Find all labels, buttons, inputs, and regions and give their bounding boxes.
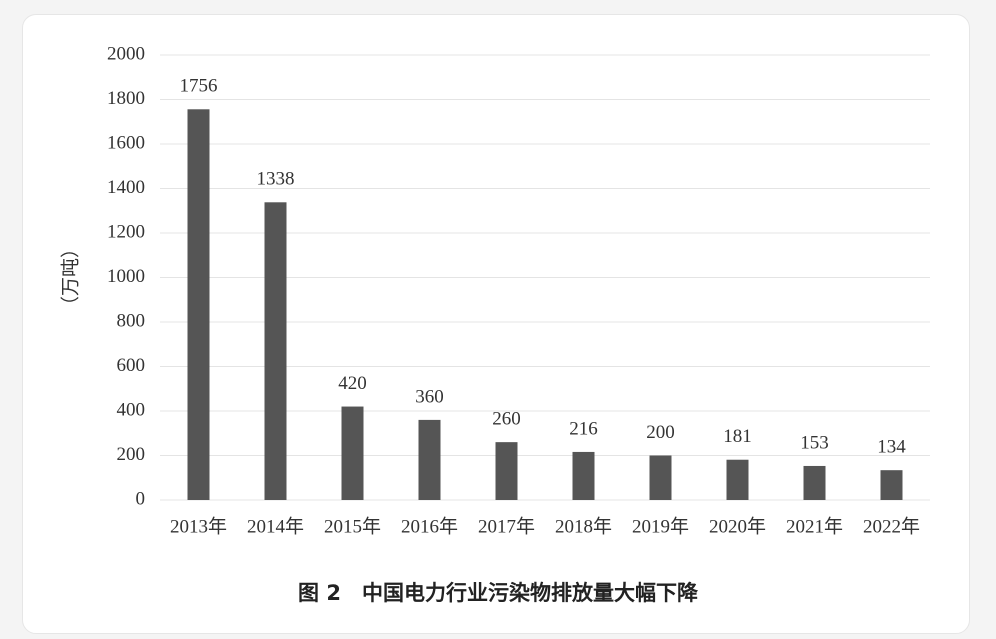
y-tick-label: 0 (136, 488, 146, 509)
x-tick-label: 2017年 (478, 515, 535, 537)
x-tick-label: 2022年 (863, 515, 920, 537)
value-label: 1756 (180, 76, 218, 97)
value-label: 181 (723, 426, 752, 447)
bar (649, 455, 672, 500)
chart-title: 图 2 中国电力行业污染物排放量大幅下降 (298, 581, 699, 605)
value-label: 134 (877, 437, 906, 458)
y-tick-label: 200 (117, 444, 146, 465)
y-tick-label: 600 (117, 355, 146, 376)
x-tick-label: 2015年 (324, 515, 381, 537)
bar (418, 419, 441, 500)
bar (572, 451, 595, 500)
x-tick-label: 2016年 (401, 515, 458, 537)
value-label: 260 (492, 409, 521, 430)
value-label: 216 (569, 418, 598, 439)
bar (726, 459, 749, 500)
value-label: 200 (646, 422, 675, 443)
x-tick-label: 2013年 (170, 515, 227, 537)
x-tick-label: 2020年 (709, 515, 766, 537)
y-tick-label: 1600 (107, 132, 145, 153)
y-tick-label: 2000 (107, 43, 145, 64)
bar (341, 406, 364, 500)
x-tick-label: 2018年 (555, 515, 612, 537)
y-tick-label: 1800 (107, 88, 145, 109)
value-label: 153 (800, 432, 829, 453)
value-label: 360 (415, 386, 444, 407)
value-label: 1338 (257, 169, 295, 190)
x-tick-label: 2021年 (786, 515, 843, 537)
bar (803, 465, 826, 500)
y-tick-label: 800 (117, 310, 146, 331)
y-axis-label: （万吨） (59, 239, 81, 315)
value-label: 420 (338, 373, 367, 394)
y-tick-label: 1400 (107, 177, 145, 198)
bar (187, 109, 210, 500)
card (22, 14, 970, 634)
x-tick-label: 2019年 (632, 515, 689, 537)
y-tick-label: 1000 (107, 266, 145, 287)
bar (495, 442, 518, 500)
x-tick-label: 2014年 (247, 515, 304, 537)
y-tick-label: 400 (117, 399, 146, 420)
bar (264, 202, 287, 501)
bar (880, 470, 903, 500)
y-tick-label: 1200 (107, 221, 145, 242)
